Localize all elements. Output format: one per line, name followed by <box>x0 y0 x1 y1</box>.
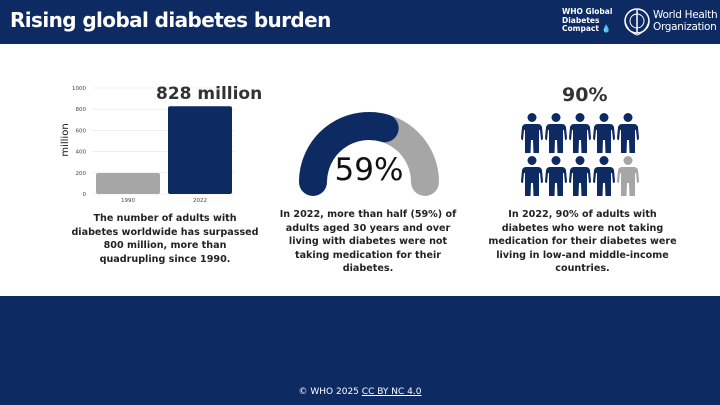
x-tick-label: 2022 <box>193 198 207 204</box>
person-icon <box>569 113 591 153</box>
person-icon <box>521 156 543 196</box>
headline-90-percent: 90% <box>562 84 608 106</box>
footer: © WHO 2025 CC BY NC 4.0 <box>0 387 720 397</box>
y-tick-label: 400 <box>76 150 87 156</box>
person-icon <box>521 113 543 153</box>
x-tick-label: 1990 <box>121 198 135 204</box>
y-tick-label: 0 <box>83 192 87 198</box>
who-emblem-icon <box>624 8 650 36</box>
people-icon-grid <box>521 113 639 196</box>
bar-1990 <box>96 173 160 194</box>
copyright-text: © WHO 2025 <box>298 387 359 397</box>
person-icon <box>593 113 615 153</box>
bar-2022 <box>168 106 232 194</box>
gauge-value-label: 59% <box>335 152 404 188</box>
page-title: Rising global diabetes burden <box>10 8 331 32</box>
y-tick-label: 600 <box>76 128 87 134</box>
y-tick-label: 1000 <box>72 86 86 92</box>
y-tick-label: 800 <box>76 107 87 113</box>
header-bar: Rising global diabetes burden WHO Global… <box>0 0 720 44</box>
person-icon <box>545 113 567 153</box>
person-icon <box>593 156 615 196</box>
who-global-diabetes-compact-logo: WHO Global Diabetes Compact 💧 <box>562 7 613 33</box>
person-icon <box>569 156 591 196</box>
world-health-organization-logo: World Health Organization <box>653 9 718 33</box>
gauge-chart: 59% <box>299 112 439 196</box>
person-icon <box>617 156 639 196</box>
footer-band <box>0 296 720 405</box>
caption-not-taking-medication: In 2022, more than half (59%) of adults … <box>279 209 457 274</box>
bar-chart: 0 200 400 600 800 1000 1990 2022 million <box>60 86 235 204</box>
gauge-value-arc <box>299 112 399 196</box>
person-icon <box>617 113 639 153</box>
y-axis-label: million <box>60 123 71 156</box>
headline-828-million: 828 million <box>156 84 263 104</box>
y-tick-label: 200 <box>76 171 87 177</box>
caption-low-middle-income: In 2022, 90% of adults with diabetes who… <box>488 209 677 274</box>
person-icon <box>545 156 567 196</box>
caption-adults-with-diabetes: The number of adults with diabetes world… <box>71 213 259 265</box>
license-link[interactable]: CC BY NC 4.0 <box>361 387 422 397</box>
